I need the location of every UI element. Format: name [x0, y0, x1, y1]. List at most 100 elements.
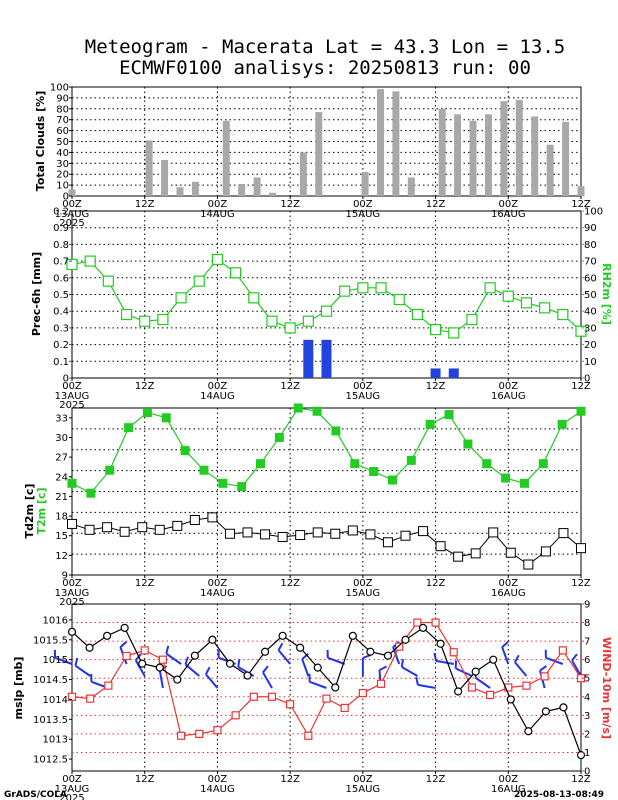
temp-ytick-label: 9	[62, 571, 68, 582]
rh-right-ytick-label: 90	[584, 223, 597, 234]
td2m-point	[453, 551, 464, 562]
press-ytick-label: 1012.5	[33, 755, 68, 766]
t2m-point	[482, 459, 492, 469]
wind-barb-flag	[134, 653, 142, 662]
mslp-point	[296, 643, 305, 652]
clouds-xtick-label: 00Z	[498, 199, 518, 210]
wind-barb	[501, 646, 510, 665]
wind-point	[504, 683, 513, 692]
rh-right-ytick-label: 40	[584, 307, 597, 318]
td2m-point	[119, 526, 130, 537]
mslp-point	[366, 647, 375, 656]
wind-right-ytick-label: 5	[584, 674, 590, 685]
wind-barb	[134, 659, 146, 677]
t2m-point	[406, 455, 416, 465]
rh-xtick-label: 12Z	[426, 381, 446, 392]
td2m-point	[400, 530, 411, 541]
press-xtick-label: 12Z	[426, 774, 446, 785]
td2m-point	[172, 520, 183, 531]
td2m-point	[260, 529, 271, 540]
rh-point	[211, 253, 224, 266]
mslp-point	[155, 663, 164, 672]
rh-point	[357, 282, 369, 294]
mslp-point	[331, 683, 340, 692]
rh-point	[248, 292, 260, 304]
rh-right-ytick-label: 30	[584, 323, 597, 334]
temp-xtick-label: 00Z	[353, 578, 373, 589]
press-ytick-label: 1016	[43, 615, 68, 626]
rh-precip-panel: 0 0.1 0.2 0.3 0.4 0.5 0.6 0.7 0.8 0.9 0.2 0 10 20 30 40…	[30, 207, 613, 412]
clouds-xtick-label: 00Z	[62, 199, 82, 210]
rh-point	[466, 313, 478, 326]
wind-barb	[401, 666, 418, 677]
td2m-point	[488, 527, 499, 538]
rh-point	[557, 308, 569, 321]
rh-point	[266, 315, 278, 327]
td2m-point	[207, 512, 218, 523]
press-date-label: 15AUG	[346, 784, 381, 795]
td2m-point	[224, 528, 235, 539]
temp-xtick-label: 12Z	[280, 578, 300, 589]
press-xtick-label: 12Z	[571, 774, 591, 785]
t2m-point	[237, 482, 247, 492]
wind-barb	[277, 649, 291, 665]
cloud-bar	[299, 152, 307, 196]
clouds-xtick-label: 12Z	[135, 199, 155, 210]
temp-date-label: 16AUG	[491, 588, 526, 599]
clouds-ytick-label: 70	[56, 115, 69, 126]
rh-date-label: 13AUG	[55, 391, 90, 402]
wind-barb	[74, 664, 91, 677]
wind-barb-flag	[571, 653, 578, 662]
press-ytick-label: 1013.5	[33, 715, 68, 726]
td2m-point	[470, 548, 481, 559]
t2m-point	[312, 406, 322, 416]
wind-point	[122, 651, 131, 661]
press-frame	[71, 603, 582, 772]
t2m-point	[86, 488, 96, 498]
t2m-point	[501, 473, 511, 483]
rh-right-ytick-label: 50	[584, 290, 597, 301]
t2m-point	[274, 432, 284, 442]
press-ytick-label: 1013	[43, 735, 68, 746]
wind-barb-flag	[415, 676, 419, 686]
t2m-series-line	[71, 407, 582, 494]
clouds-xtick-label: 12Z	[280, 199, 300, 210]
cloud-bar	[376, 89, 384, 196]
t2m-point	[350, 459, 360, 469]
rh-point	[66, 258, 78, 271]
mslp-point	[103, 631, 112, 640]
temp-ytick-label: 33	[55, 413, 68, 424]
temp-ytick-label: 21	[55, 492, 68, 503]
wind-right-ytick-label: 8	[584, 618, 590, 629]
mslp-point	[278, 631, 287, 640]
wind-point	[358, 688, 367, 698]
wind-right-ytick-label: 7	[584, 637, 590, 648]
press-xtick-label: 00Z	[353, 774, 373, 785]
wind-point	[558, 646, 567, 655]
td2m-point	[189, 514, 200, 525]
rh-left-ytick-label: 0	[63, 374, 69, 385]
rh-xtick-label: 12Z	[571, 381, 591, 392]
wind-point	[413, 618, 422, 627]
mslp-point	[454, 687, 463, 696]
pressure-wind-panel: 1012.510131013.510141014.510151015.51016…	[12, 600, 613, 800]
press-xtick-label: 12Z	[280, 774, 300, 785]
td2m-point	[154, 524, 165, 535]
wind-point	[195, 729, 204, 738]
cloud-bar	[161, 160, 169, 196]
clouds-xtick-label: 12Z	[426, 199, 446, 210]
wind-barb-flag	[165, 645, 170, 654]
mslp-point	[524, 727, 533, 736]
wind-barb-flag	[119, 641, 128, 648]
clouds-ytick-label: 80	[56, 104, 69, 115]
rh-point	[539, 302, 551, 314]
wind-right-ytick-label: 4	[584, 692, 590, 703]
clouds-ytick-label: 50	[56, 137, 69, 148]
t2m-point	[463, 439, 473, 449]
t2m-point	[576, 406, 586, 416]
wind-barb	[327, 656, 346, 665]
temp-xtick-label: 12Z	[571, 578, 591, 589]
cloud-bar	[68, 189, 76, 196]
rh-point	[139, 315, 151, 327]
cloud-bar	[315, 112, 323, 196]
